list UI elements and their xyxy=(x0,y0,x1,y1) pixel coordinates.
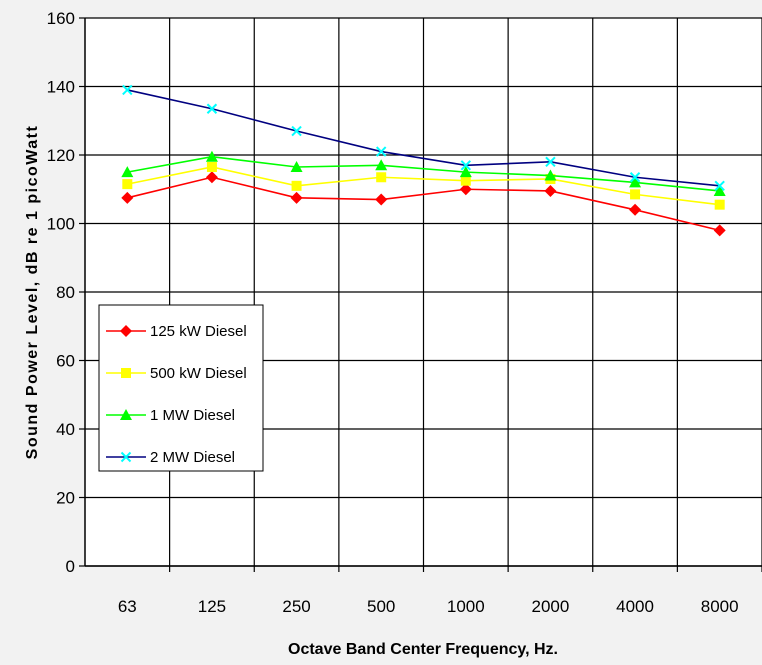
legend-item-125-kw-diesel: 125 kW Diesel xyxy=(106,323,247,340)
series-line-500-kw-diesel xyxy=(127,166,720,206)
legend-label-2-mw-diesel: 2 MW Diesel xyxy=(150,449,235,466)
y-tick-label-0: 0 xyxy=(66,557,75,576)
series-125-kw-diesel xyxy=(121,171,726,237)
legend-item-2-mw-diesel: 2 MW Diesel xyxy=(106,449,235,466)
data-point-500-kw-diesel-125 xyxy=(206,161,217,172)
data-point-125-kw-diesel-500 xyxy=(375,193,388,206)
data-point-2-mw-diesel-500 xyxy=(375,146,387,157)
data-point-1-mw-diesel-250 xyxy=(290,160,303,172)
legend-item-1-mw-diesel: 1 MW Diesel xyxy=(106,407,235,424)
data-point-1-mw-diesel-4000 xyxy=(629,176,642,188)
series-line-125-kw-diesel xyxy=(127,176,720,232)
series-1-mw-diesel xyxy=(121,150,726,196)
x-tick-label-125: 125 xyxy=(198,597,226,616)
data-point-1-mw-diesel-8000 xyxy=(713,184,726,196)
x-tick-label-4000: 4000 xyxy=(616,597,654,616)
x-tick-label-500: 500 xyxy=(367,597,395,616)
data-point-2-mw-diesel-125-stroke-b xyxy=(206,103,218,114)
data-point-2-mw-diesel-8000 xyxy=(714,180,725,192)
series-layer xyxy=(121,84,726,237)
series-2-mw-diesel xyxy=(122,84,725,192)
series-line-1-mw-diesel xyxy=(127,155,720,192)
data-point-2-mw-diesel-125 xyxy=(206,103,218,114)
y-tick-label-20: 20 xyxy=(56,489,75,508)
y-tick-label-160: 160 xyxy=(47,9,75,28)
y-tick-label-60: 60 xyxy=(56,352,75,371)
legend-marker-2-mw-diesel-stroke-b xyxy=(120,451,132,463)
legend: 125 kW Diesel 500 kW Diesel 1 MW Diesel 2 M… xyxy=(98,304,264,472)
data-point-1-mw-diesel-2000 xyxy=(544,169,557,181)
legend-marker-1-mw-diesel xyxy=(120,409,132,420)
data-point-2-mw-diesel-1000 xyxy=(460,160,472,171)
legend-label-125-kw-diesel: 125 kW Diesel xyxy=(150,323,247,340)
data-point-1-mw-diesel-500 xyxy=(375,159,388,171)
data-point-2-mw-diesel-4000 xyxy=(629,172,641,183)
series-line-2-mw-diesel xyxy=(127,89,720,187)
x-tick-label-1000: 1000 xyxy=(447,597,485,616)
data-point-125-kw-diesel-63 xyxy=(121,191,134,204)
legend-marker-2-mw-diesel xyxy=(120,451,132,463)
data-point-2-mw-diesel-2000-stroke-b xyxy=(545,156,556,168)
data-point-125-kw-diesel-4000 xyxy=(629,203,642,216)
y-axis-title: Sound Power Level, dB re 1 picoWatt xyxy=(24,125,41,460)
x-axis-title: Octave Band Center Frequency, Hz. xyxy=(288,641,558,658)
legend-marker-125-kw-diesel xyxy=(120,325,132,337)
data-point-500-kw-diesel-63 xyxy=(122,179,133,190)
axes xyxy=(79,17,762,572)
legend-label-1-mw-diesel: 1 MW Diesel xyxy=(150,407,235,424)
data-point-2-mw-diesel-63 xyxy=(122,84,133,96)
data-point-125-kw-diesel-2000 xyxy=(544,184,557,197)
x-tick-label-2000: 2000 xyxy=(532,597,570,616)
data-point-2-mw-diesel-4000-stroke-b xyxy=(629,172,641,183)
data-point-2-mw-diesel-8000-stroke-b xyxy=(714,180,725,192)
y-tick-label-80: 80 xyxy=(56,283,75,302)
tick-labels: 0 20 40 60 80 100 120 140 160 63 125 250 500 1000 2000… xyxy=(47,9,739,616)
data-point-2-mw-diesel-250 xyxy=(291,125,302,137)
data-point-1-mw-diesel-63 xyxy=(121,166,134,178)
y-tick-label-140: 140 xyxy=(47,78,75,97)
x-tick-label-63: 63 xyxy=(118,597,137,616)
data-point-1-mw-diesel-125 xyxy=(205,150,218,162)
data-point-2-mw-diesel-2000 xyxy=(545,156,556,168)
data-point-2-mw-diesel-1000-stroke-b xyxy=(460,160,472,171)
data-point-125-kw-diesel-1000 xyxy=(459,183,472,196)
x-tick-label-250: 250 xyxy=(282,597,310,616)
data-point-1-mw-diesel-1000 xyxy=(459,166,472,178)
y-tick-label-100: 100 xyxy=(47,215,75,234)
data-point-125-kw-diesel-125 xyxy=(205,171,218,184)
x-tick-label-8000: 8000 xyxy=(701,597,739,616)
data-point-125-kw-diesel-8000 xyxy=(713,224,726,237)
legend-marker-500-kw-diesel xyxy=(121,368,131,378)
legend-label-500-kw-diesel: 500 kW Diesel xyxy=(150,365,247,382)
data-point-125-kw-diesel-250 xyxy=(290,191,303,204)
data-point-500-kw-diesel-250 xyxy=(291,180,302,191)
y-tick-label-40: 40 xyxy=(56,420,75,439)
data-point-500-kw-diesel-1000 xyxy=(460,175,471,186)
data-point-500-kw-diesel-500 xyxy=(376,172,387,183)
data-point-2-mw-diesel-500-stroke-b xyxy=(375,146,387,157)
data-point-500-kw-diesel-4000 xyxy=(630,189,641,200)
data-point-2-mw-diesel-250-stroke-b xyxy=(291,125,302,137)
legend-item-500-kw-diesel: 500 kW Diesel xyxy=(106,365,247,382)
y-tick-label-120: 120 xyxy=(47,146,75,165)
data-point-2-mw-diesel-63-stroke-b xyxy=(122,84,133,96)
data-point-500-kw-diesel-8000 xyxy=(714,199,725,210)
